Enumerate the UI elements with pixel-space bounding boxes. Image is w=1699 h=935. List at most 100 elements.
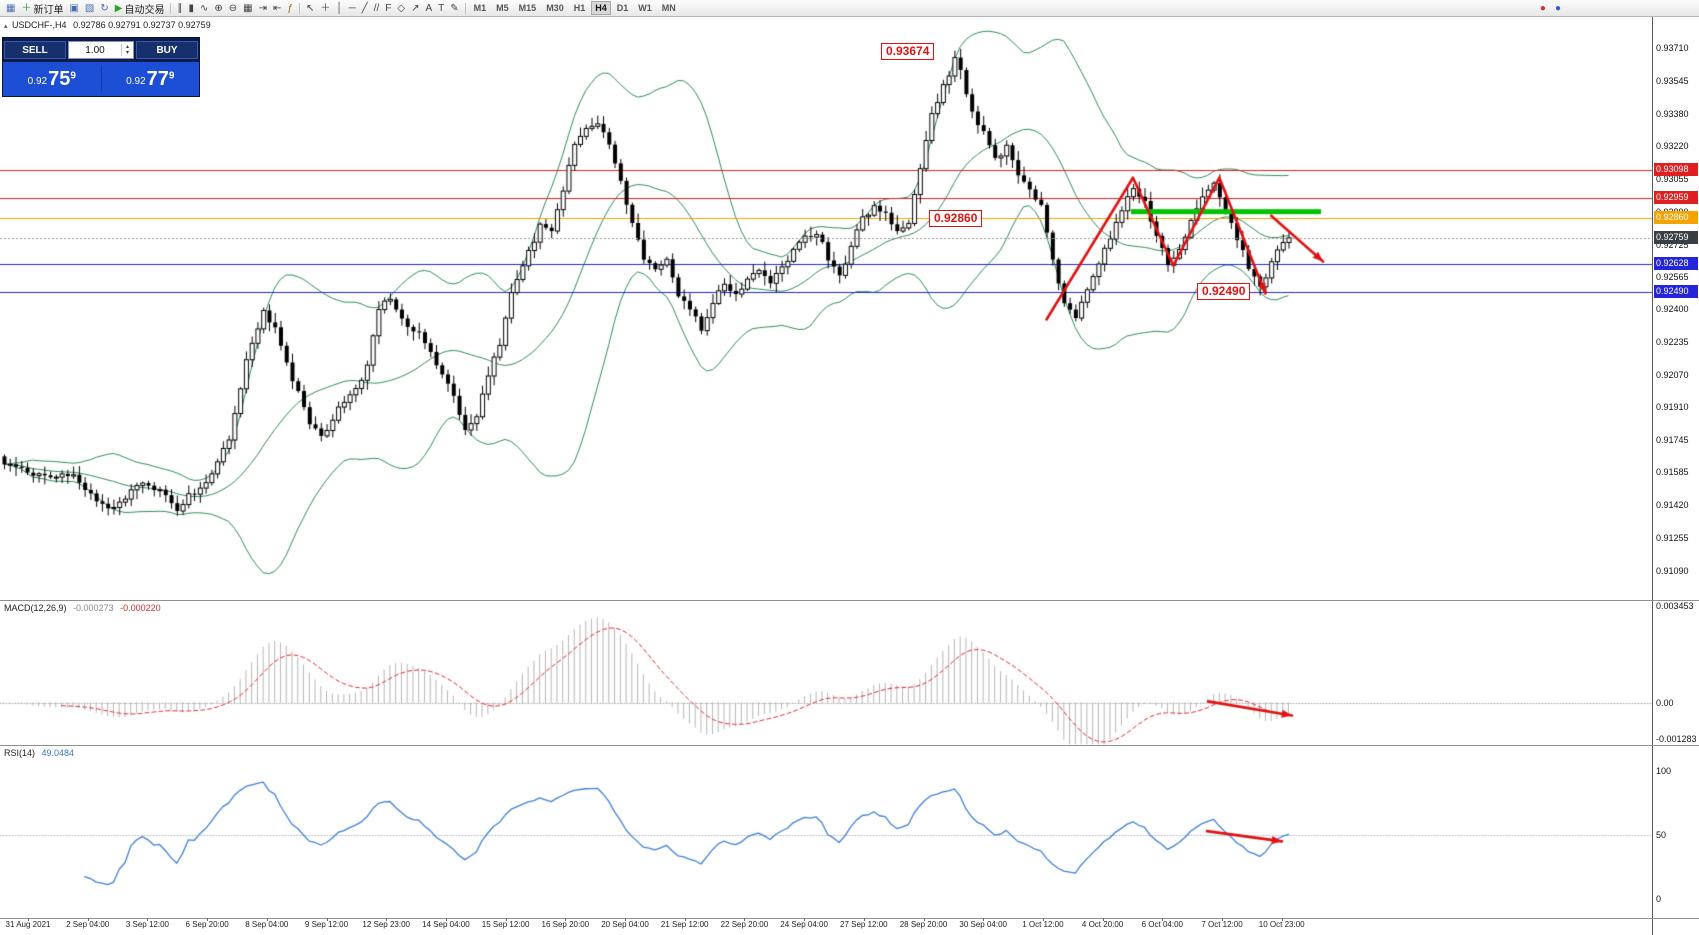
time-axis-tick (684, 918, 686, 921)
price-tick: 0.91420 (1656, 500, 1689, 511)
sell-price-big: 75 (48, 67, 71, 90)
one-click-trading-panel: SELL 1.00 ▴ ▾ BUY 0.92759 0.92779 (2, 37, 200, 97)
auto-scroll-icon[interactable]: ⇥ (256, 1, 270, 16)
profiles-icon[interactable]: ▧ (82, 1, 97, 16)
arrows-icon[interactable]: ↗ (408, 1, 422, 16)
vertical-line-icon[interactable]: │ (333, 1, 345, 16)
refresh-icon[interactable]: ↻ (97, 1, 111, 16)
bar-chart-icon[interactable]: ∥ (174, 1, 185, 16)
toolbar-right-icons: ● ● (1537, 1, 1564, 16)
shapes-icon[interactable]: ◇ (394, 1, 408, 16)
fibonacci-icon[interactable]: F (382, 1, 394, 16)
price-callout-label[interactable]: 0.92860 (929, 210, 983, 227)
price-callout-label[interactable]: 0.92490 (1197, 283, 1251, 300)
rsi-tick: 0 (1656, 894, 1662, 904)
level-price-badge: 0.92628 (1654, 256, 1698, 270)
lot-size-input[interactable]: 1.00 ▴ ▾ (68, 41, 134, 59)
timeframe-d1-button[interactable]: D1 (616, 3, 629, 13)
zoom-out-icon[interactable]: ⊖ (226, 1, 240, 16)
indicators-icon[interactable]: ƒ (284, 1, 296, 16)
crosshair-icon[interactable]: ＋ (317, 1, 333, 16)
toolbar-separator (298, 2, 300, 14)
bid-price-badge: 0.92759 (1654, 230, 1698, 244)
chart-shift-icon: ⇤ (272, 2, 282, 14)
rsi-panel-separator[interactable] (0, 745, 1699, 746)
main-toolbar: ▦ ＋新订单 ▣ ▧ ↻ ▶ 自动交易 ∥ ▮ ∿ ⊕ ⊖ ▦ ⇥ ⇤ ƒ ↖ ＋ │ ─ ╱//F ◇ ↗ A T ✎ M1 M5 M… (0, 0, 1699, 17)
time-axis-tick (863, 918, 865, 921)
pencil-icon[interactable]: ✎ (447, 1, 461, 16)
line-chart-icon[interactable]: ∿ (197, 1, 211, 16)
sell-button[interactable]: SELL (4, 41, 66, 59)
time-axis-label: 9 Sep 12:00 (304, 920, 349, 929)
lot-decrease-icon[interactable]: ▾ (125, 50, 129, 56)
chart-window-icon: ▣ (69, 2, 79, 14)
autotrading-icon: ▶ (114, 2, 123, 14)
time-axis-tick (625, 918, 626, 921)
lot-size-value: 1.00 (85, 44, 105, 56)
time-axis-label: 22 Sep 20:00 (720, 920, 769, 929)
autotrading-button[interactable]: ▶ 自动交易 (112, 1, 168, 16)
symbol-marker-icon: ▴ (4, 23, 8, 30)
shapes-icon: ◇ (397, 2, 406, 14)
buy-button[interactable]: BUY (136, 41, 198, 59)
new-order-icon: ＋ (21, 2, 32, 14)
time-axis-label: 27 Sep 12:00 (839, 920, 888, 929)
symbol-period-label: USDCHF-,H4 (12, 20, 67, 30)
buy-button-label: BUY (156, 45, 178, 56)
text-icon[interactable]: A (422, 1, 435, 16)
price-tick: 0.92400 (1656, 304, 1689, 315)
price-tick: 0.93710 (1656, 42, 1689, 53)
news-red-icon[interactable]: ● (1537, 1, 1549, 16)
text-label-icon: T (438, 2, 445, 14)
timeframe-m30-button[interactable]: M30 (546, 3, 564, 13)
timeframe-m5-button[interactable]: M5 (496, 3, 509, 13)
time-axis-tick (266, 918, 268, 921)
community-blue-icon: ● (1554, 2, 1561, 14)
time-axis-label: 21 Sep 12:00 (660, 920, 709, 929)
timeframe-h4-button[interactable]: H4 (591, 1, 611, 15)
time-axis-label: 1 Oct 12:00 (1022, 920, 1064, 929)
text-icon: A (425, 2, 433, 14)
price-tick: 0.93545 (1656, 75, 1689, 86)
chart-shift-icon[interactable]: ⇤ (270, 1, 284, 16)
time-axis-tick (983, 918, 985, 921)
macd-panel-separator[interactable] (0, 600, 1699, 601)
timeframe-m1-button[interactable]: M1 (473, 3, 487, 13)
sell-price[interactable]: 0.92759 (3, 68, 101, 91)
chart-window-icon[interactable]: ▣ (66, 1, 81, 16)
cursor-icon[interactable]: ↖ (303, 1, 317, 16)
price-tick: 0.91910 (1656, 402, 1689, 413)
buy-price-big: 77 (146, 67, 169, 90)
level-price-badge: 0.93098 (1654, 163, 1698, 177)
time-axis-label: 16 Sep 20:00 (541, 920, 590, 929)
zoom-in-icon[interactable]: ⊕ (211, 1, 225, 16)
timeframe-m15-button[interactable]: M15 (518, 3, 537, 13)
crosshair-icon: ＋ (320, 2, 331, 14)
zoom-in-icon: ⊕ (214, 2, 223, 14)
timeframe-w1-button[interactable]: W1 (638, 3, 652, 13)
community-blue-icon[interactable]: ● (1552, 1, 1564, 16)
timeframe-h1-button[interactable]: H1 (573, 3, 586, 13)
chart-window: ▴ USDCHF-,H4 0.92786 0.92791 0.92737 0.9… (0, 17, 1699, 935)
price-tick: 0.92070 (1656, 370, 1689, 381)
terminal-icon[interactable]: ▦ (3, 1, 18, 16)
channel-icon[interactable]: // (371, 1, 383, 16)
trendline-icon[interactable]: ╱ (359, 1, 371, 16)
timeframe-mn-button[interactable]: MN (661, 3, 676, 13)
tile-windows-icon: ▦ (243, 2, 253, 14)
new-order-button[interactable]: ＋新订单 (18, 1, 66, 16)
horizontal-line-icon[interactable]: ─ (346, 1, 359, 16)
tile-windows-icon[interactable]: ▦ (240, 1, 255, 16)
sell-price-prefix: 0.92 (27, 75, 48, 87)
auto-scroll-icon: ⇥ (258, 2, 267, 14)
cursor-icon: ↖ (305, 2, 315, 14)
price-callout-label[interactable]: 0.93674 (881, 43, 935, 60)
text-label-icon[interactable]: T (435, 1, 447, 16)
chart-canvas[interactable] (0, 17, 1652, 935)
candlestick-chart-icon[interactable]: ▮ (185, 1, 197, 16)
buy-price[interactable]: 0.92779 (102, 68, 200, 91)
time-axis-label: 6 Sep 20:00 (185, 920, 229, 929)
lot-increase-icon[interactable]: ▴ (125, 44, 129, 50)
macd-tick: 0.003453 (1656, 600, 1694, 611)
autotrading-button-label: 自动交易 (124, 4, 165, 16)
